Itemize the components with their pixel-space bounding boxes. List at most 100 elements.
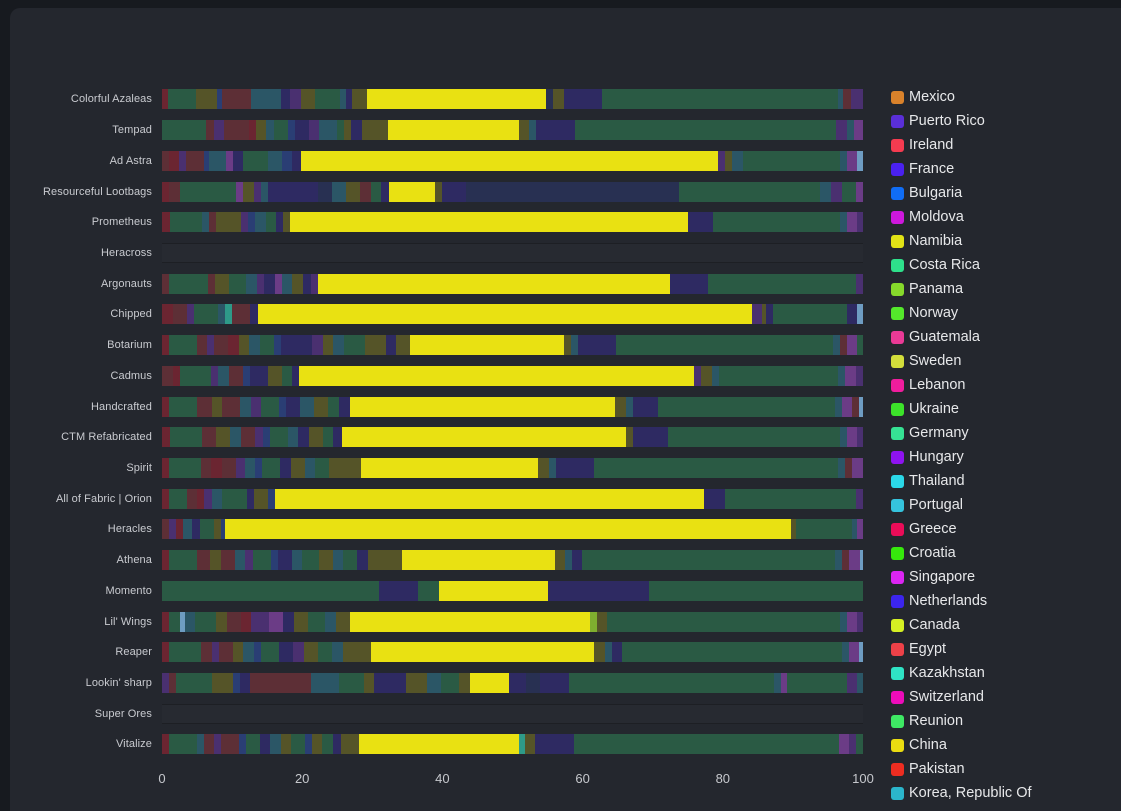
bar-segment[interactable]: [213, 120, 225, 141]
bar-segment[interactable]: [254, 642, 262, 663]
bar-segment[interactable]: [275, 488, 704, 509]
bar-segment[interactable]: [259, 734, 271, 755]
bar-segment[interactable]: [427, 673, 442, 694]
bar-segment[interactable]: [711, 365, 719, 386]
bar-segment[interactable]: [225, 304, 233, 325]
bar-segment[interactable]: [536, 120, 576, 141]
bar-segment[interactable]: [239, 396, 251, 417]
bar-segment[interactable]: [852, 519, 858, 540]
bar-segment[interactable]: [762, 304, 767, 325]
bar-segment[interactable]: [796, 519, 853, 540]
bar-segment[interactable]: [221, 89, 252, 110]
bar-segment[interactable]: [257, 304, 752, 325]
legend-item[interactable]: Sweden: [891, 349, 1121, 373]
bar-segment[interactable]: [381, 181, 389, 202]
bar-segment[interactable]: [361, 120, 388, 141]
bar-segment[interactable]: [790, 519, 797, 540]
bar-segment[interactable]: [249, 304, 258, 325]
bar-segment[interactable]: [274, 273, 282, 294]
bar-segment[interactable]: [307, 611, 326, 632]
bar-segment[interactable]: [308, 120, 320, 141]
legend-item[interactable]: Canada: [891, 613, 1121, 637]
legend-item[interactable]: Korea, Republic Of: [891, 781, 1121, 805]
bar-segment[interactable]: [206, 120, 214, 141]
bar-segment[interactable]: [230, 427, 241, 448]
bar-segment[interactable]: [267, 365, 282, 386]
bar-segment[interactable]: [835, 550, 843, 571]
bar-segment[interactable]: [773, 304, 847, 325]
legend-item[interactable]: Kazakhstan: [891, 661, 1121, 685]
bar-segment[interactable]: [278, 642, 293, 663]
bar-segment[interactable]: [573, 734, 839, 755]
bar-segment[interactable]: [170, 212, 203, 233]
bar-segment[interactable]: [211, 365, 219, 386]
bar-segment[interactable]: [179, 181, 237, 202]
bar-segment[interactable]: [281, 365, 293, 386]
bar-segment[interactable]: [836, 120, 847, 141]
legend-item[interactable]: Germany: [891, 421, 1121, 445]
bar-segment[interactable]: [280, 458, 291, 479]
bar-segment[interactable]: [842, 89, 852, 110]
bar-segment[interactable]: [228, 273, 247, 294]
bar-segment[interactable]: [211, 642, 219, 663]
bar-segment[interactable]: [255, 458, 263, 479]
bar-segment[interactable]: [203, 150, 209, 171]
bar-segment[interactable]: [565, 550, 573, 571]
bar-segment[interactable]: [243, 642, 255, 663]
bar-segment[interactable]: [857, 150, 863, 171]
bar-segment[interactable]: [328, 396, 340, 417]
bar-segment[interactable]: [193, 304, 219, 325]
bar-segment[interactable]: [857, 304, 863, 325]
bar-segment[interactable]: [846, 673, 858, 694]
bar-segment[interactable]: [169, 611, 180, 632]
bar-segment[interactable]: [625, 396, 633, 417]
bar-segment[interactable]: [254, 181, 262, 202]
bar-segment[interactable]: [848, 642, 860, 663]
bar-segment[interactable]: [649, 580, 863, 601]
bar-segment[interactable]: [718, 365, 839, 386]
bar-segment[interactable]: [292, 365, 300, 386]
bar-segment[interactable]: [336, 611, 351, 632]
bar-segment[interactable]: [210, 550, 221, 571]
bar-segment[interactable]: [211, 488, 223, 509]
bar-segment[interactable]: [261, 642, 279, 663]
bar-segment[interactable]: [303, 642, 318, 663]
bar-segment[interactable]: [232, 304, 250, 325]
legend-item[interactable]: Reunion: [891, 709, 1121, 733]
bar-segment[interactable]: [333, 335, 344, 356]
bar-segment[interactable]: [222, 458, 237, 479]
bar-segment[interactable]: [238, 734, 246, 755]
bar-segment[interactable]: [387, 120, 519, 141]
bar-segment[interactable]: [693, 365, 701, 386]
bar-segment[interactable]: [343, 335, 365, 356]
bar-segment[interactable]: [176, 673, 212, 694]
bar-segment[interactable]: [841, 181, 856, 202]
bar-segment[interactable]: [312, 335, 323, 356]
bar-segment[interactable]: [657, 396, 835, 417]
bar-segment[interactable]: [839, 212, 847, 233]
bar-segment[interactable]: [846, 611, 858, 632]
bar-segment[interactable]: [441, 181, 467, 202]
bar-segment[interactable]: [162, 673, 170, 694]
bar-segment[interactable]: [250, 365, 268, 386]
legend-item[interactable]: Guatemala: [891, 325, 1121, 349]
bar-segment[interactable]: [218, 304, 226, 325]
bar-segment[interactable]: [526, 673, 541, 694]
bar-segment[interactable]: [845, 365, 856, 386]
bar-segment[interactable]: [226, 150, 234, 171]
bar-segment[interactable]: [688, 212, 713, 233]
bar-segment[interactable]: [856, 734, 863, 755]
bar-segment[interactable]: [611, 642, 623, 663]
bar-segment[interactable]: [831, 181, 842, 202]
bar-segment[interactable]: [331, 181, 347, 202]
legend-item[interactable]: Switzerland: [891, 685, 1121, 709]
bar-segment[interactable]: [162, 488, 170, 509]
bar-segment[interactable]: [162, 580, 380, 601]
bar-segment[interactable]: [349, 396, 616, 417]
bar-segment[interactable]: [846, 335, 858, 356]
bar-segment[interactable]: [845, 458, 853, 479]
bar-segment[interactable]: [547, 580, 650, 601]
bar-segment[interactable]: [434, 181, 442, 202]
bar-segment[interactable]: [232, 642, 244, 663]
bar-segment[interactable]: [540, 673, 569, 694]
